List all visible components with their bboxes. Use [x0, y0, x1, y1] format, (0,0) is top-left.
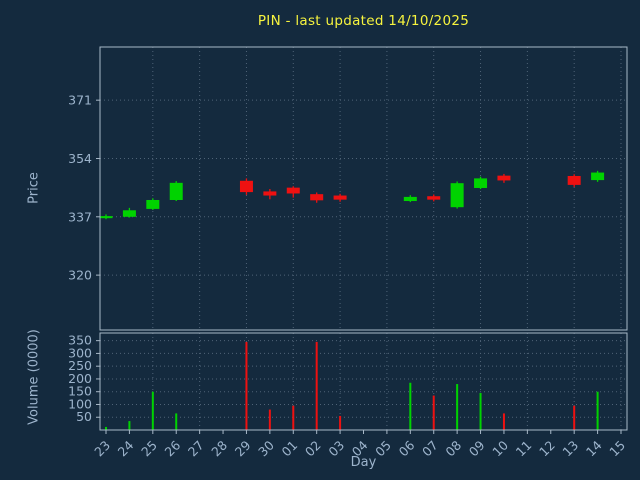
candle-body	[99, 216, 113, 219]
chart-title: PIN - last updated 14/10/2025	[257, 13, 470, 29]
price-tick-label: 337	[68, 209, 92, 224]
candle-body	[450, 183, 464, 208]
candle-body	[263, 191, 277, 196]
volume-bar	[502, 413, 505, 430]
volume-tick-label: 350	[68, 333, 92, 348]
volume-bar	[315, 341, 318, 430]
price-tick-label: 371	[68, 93, 92, 108]
x-axis-label: Day	[350, 455, 377, 470]
candle-body	[403, 196, 417, 202]
volume-axis-label: Volume (0000)	[26, 329, 42, 425]
volume-tick-label: 50	[76, 409, 92, 424]
candle-body	[286, 187, 300, 194]
volume-bar	[573, 405, 576, 430]
volume-tick-label: 250	[68, 358, 92, 373]
candle-body	[497, 175, 511, 181]
price-panel-frame	[99, 46, 628, 331]
candle-body	[427, 196, 441, 200]
volume-panel-frame	[99, 332, 628, 431]
volume-bar	[105, 426, 107, 430]
volume-bar	[456, 384, 459, 430]
volume-tick-label: 200	[68, 371, 92, 386]
candle-body	[146, 199, 160, 209]
volume-tick-label: 300	[68, 345, 92, 360]
volume-bar	[268, 409, 271, 430]
candle-body	[474, 178, 488, 188]
volume-bar	[432, 395, 435, 430]
candle-body	[310, 194, 324, 201]
volume-bar	[479, 392, 482, 430]
price-tick-label: 354	[68, 151, 92, 166]
volume-bar	[128, 421, 131, 430]
candle-body	[591, 172, 605, 181]
candle-body	[239, 180, 253, 193]
candle-body	[169, 182, 183, 200]
volume-bar	[596, 391, 599, 430]
volume-bar	[245, 341, 248, 430]
volume-bar	[151, 391, 154, 430]
price-axis-label: Price	[26, 172, 42, 204]
candle-body	[122, 210, 136, 217]
volume-tick-label: 100	[68, 396, 92, 411]
price-tick-label: 320	[68, 268, 92, 283]
volume-tick-label: 150	[68, 384, 92, 399]
candle-body	[567, 175, 581, 185]
candle-body	[333, 195, 347, 200]
volume-bar	[339, 415, 342, 430]
volume-bar	[292, 405, 295, 430]
volume-bar	[409, 382, 412, 430]
volume-bar	[175, 413, 178, 430]
